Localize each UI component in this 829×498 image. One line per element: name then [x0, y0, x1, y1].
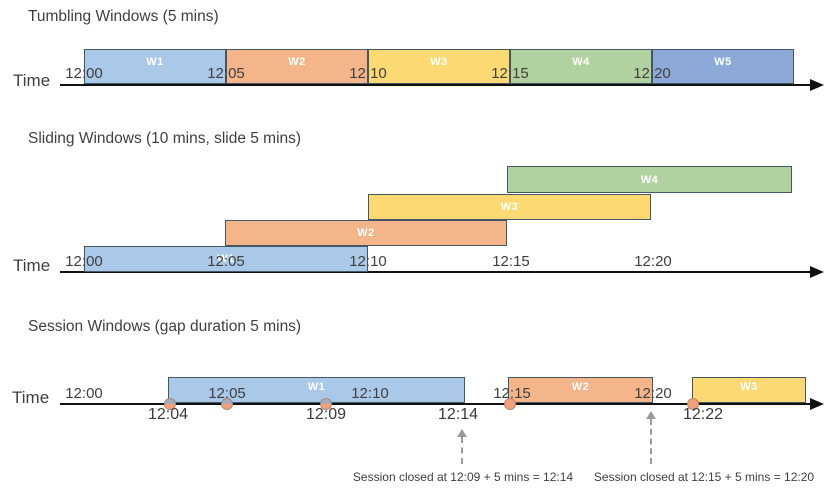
- axis-tick-label: 12:00: [65, 385, 103, 402]
- window-box: W5: [652, 49, 794, 84]
- window-box: W4: [510, 49, 652, 84]
- window-box: W3: [368, 194, 651, 220]
- window-box: W1: [84, 246, 368, 272]
- time-axis-line: [60, 403, 812, 405]
- event-time-label: 12:14: [437, 406, 479, 423]
- event-dot-icon: [221, 398, 233, 410]
- window-box: W1: [168, 377, 465, 403]
- axis-tick-label: 12:20: [634, 253, 672, 270]
- window-label: W2: [288, 56, 306, 68]
- axis-arrowhead-icon: [810, 398, 824, 410]
- time-axis-line: [60, 271, 812, 273]
- axis-arrowhead-icon: [810, 266, 824, 278]
- axis-tick-label: 12:20: [634, 385, 672, 402]
- dashed-up-arrow-icon: [457, 429, 467, 464]
- section-title-session: Session Windows (gap duration 5 mins): [28, 318, 302, 335]
- axis-tick-label: 12:10: [351, 385, 389, 402]
- time-axis-label: Time: [13, 71, 51, 90]
- axis-tick-label: 12:15: [492, 253, 530, 270]
- window-box: W3: [368, 49, 510, 84]
- window-label: W1: [146, 56, 164, 68]
- section-title-sliding: Sliding Windows (10 mins, slide 5 mins): [28, 130, 302, 147]
- axis-tick-label: 12:05: [208, 385, 246, 402]
- axis-tick-label: 12:05: [207, 65, 245, 82]
- event-dot-icon: [687, 398, 699, 410]
- time-axis-label: Time: [12, 388, 50, 407]
- session-closed-annotation: Session closed at 12:15 + 5 mins = 12:20: [593, 470, 815, 484]
- window-box: W2: [226, 49, 368, 84]
- window-label: W3: [740, 381, 758, 393]
- section-title-tumbling: Tumbling Windows (5 mins): [28, 8, 219, 25]
- event-dot-icon: [504, 398, 516, 410]
- event-time-label: 12:04: [147, 406, 189, 423]
- axis-tick-label: 12:15: [491, 65, 529, 82]
- window-label: W1: [307, 381, 326, 393]
- window-label: W2: [571, 381, 590, 393]
- event-dot-icon: [164, 398, 176, 410]
- time-axis-line: [60, 84, 812, 86]
- session-closed-annotation: Session closed at 12:09 + 5 mins = 12:14: [352, 470, 574, 484]
- window-label: W4: [572, 56, 590, 68]
- dashed-up-arrow-icon: [646, 411, 656, 464]
- window-label: W4: [640, 173, 659, 186]
- window-box: W4: [507, 166, 792, 193]
- axis-tick-label: 12:00: [65, 253, 103, 270]
- window-label: W3: [430, 56, 448, 68]
- window-box: W1: [84, 49, 226, 84]
- window-box: W3: [692, 377, 806, 403]
- event-dot-icon: [320, 398, 332, 410]
- axis-arrowhead-icon: [810, 79, 824, 91]
- time-axis-label: Time: [13, 256, 51, 275]
- window-label: W3: [500, 201, 519, 213]
- window-label: W1: [217, 253, 235, 265]
- axis-tick-label: 12:10: [349, 253, 387, 270]
- window-box: W2: [508, 377, 653, 403]
- window-label: W5: [714, 56, 732, 68]
- event-time-label: 12:09: [305, 406, 347, 423]
- axis-tick-label: 12:15: [493, 385, 531, 402]
- axis-tick-label: 12:00: [65, 65, 103, 82]
- event-time-label: 12:22: [682, 406, 724, 423]
- axis-tick-label: 12:20: [633, 65, 671, 82]
- window-label: W2: [357, 227, 375, 239]
- window-box: W2: [225, 220, 507, 246]
- axis-tick-label: 12:10: [349, 65, 387, 82]
- axis-tick-label: 12:05: [207, 253, 245, 270]
